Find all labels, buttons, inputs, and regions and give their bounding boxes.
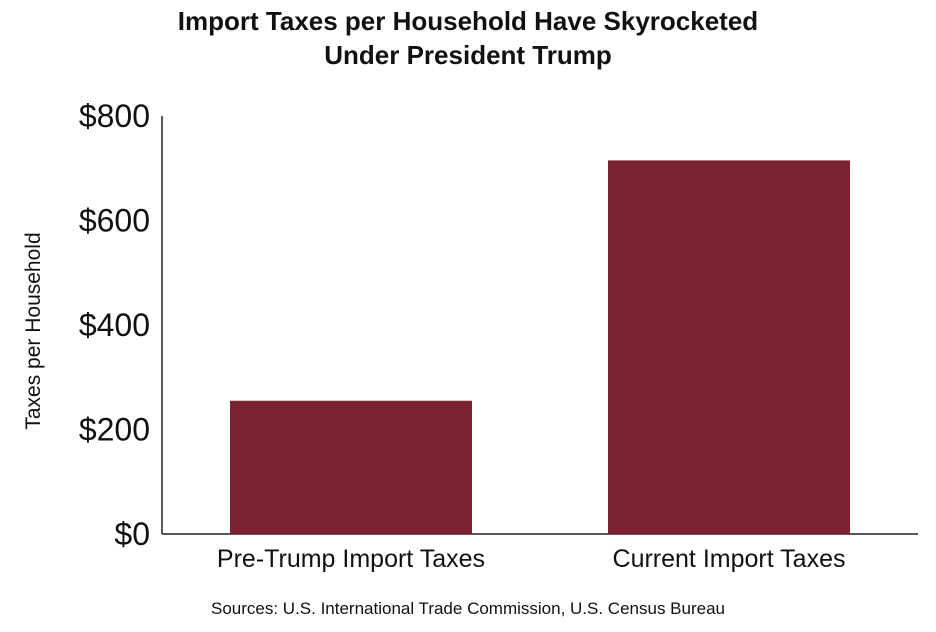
bar <box>230 400 472 534</box>
y-tick-label: $200 <box>79 412 150 448</box>
y-tick-label: $400 <box>79 307 150 343</box>
bar-chart: $0 $200 $400 $600 $800 Pre-Trump Import Taxes… <box>79 98 918 573</box>
bar <box>608 160 850 534</box>
y-tick-label: $600 <box>79 203 150 239</box>
source-note: Sources: U.S. International Trade Commis… <box>210 599 725 618</box>
chart-title-line-2: Under President Trump <box>324 40 612 70</box>
chart-title-line-1: Import Taxes per Household Have Skyrocke… <box>177 6 759 36</box>
x-tick-label: Current Import Taxes <box>613 545 846 573</box>
y-tick-label: $800 <box>79 98 150 134</box>
y-tick-label: $0 <box>114 516 150 552</box>
x-tick-label: Pre-Trump Import Taxes <box>217 545 485 573</box>
chart-title: Import Taxes per Household Have Skyrocke… <box>0 4 936 72</box>
